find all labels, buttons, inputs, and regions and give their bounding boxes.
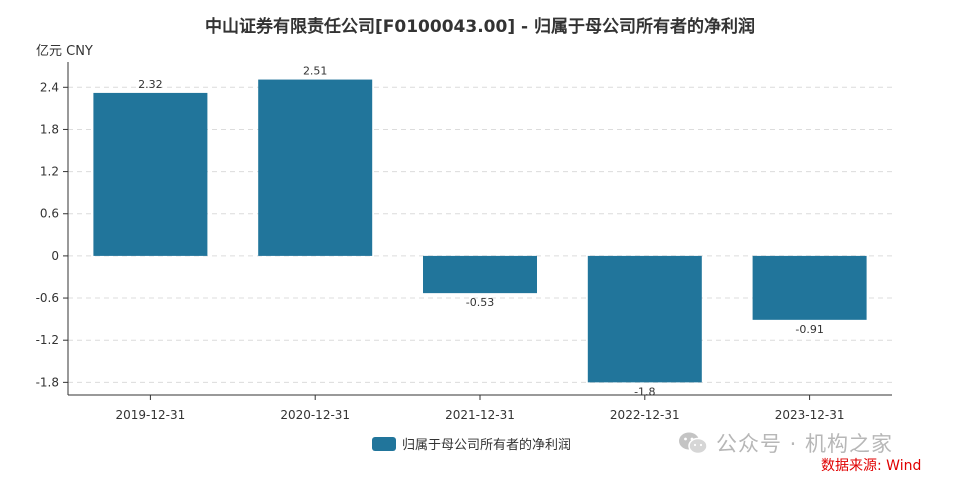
data-label: -0.91 [795, 323, 823, 336]
x-tick-label: 2020-12-31 [280, 408, 350, 422]
axes: 2.4 1.8 1.2 0.6 0 -0.6 -1.2 -1.8 2019-12-31 2020-… [36, 62, 892, 422]
legend-label: 归属于母公司所有者的净利润 [402, 438, 572, 453]
chart-title: 中山证券有限责任公司[F0100043.00] - 归属于母公司所有者的净利润 [205, 17, 755, 37]
x-tick-label: 2021-12-31 [445, 408, 515, 422]
legend[interactable]: 归属于母公司所有者的净利润 [372, 434, 571, 453]
data-label: 2.32 [138, 78, 163, 91]
watermark-text: 公众号 · 机构之家 [716, 432, 894, 456]
y-tick-label: -1.2 [36, 333, 59, 347]
y-tick-label: 1.2 [40, 165, 59, 179]
y-tick-label: 0.6 [40, 207, 59, 221]
bars [93, 79, 867, 383]
bar [258, 79, 373, 256]
data-source: 数据来源: Wind [821, 458, 922, 474]
bar [752, 255, 867, 320]
y-tick-label: -0.6 [36, 291, 59, 305]
x-tick-label: 2023-12-31 [775, 408, 845, 422]
y-tick-label: 1.8 [40, 122, 59, 136]
y-tick-label: 0 [51, 249, 59, 263]
data-label: -1.8 [634, 385, 655, 398]
watermark: 公众号 · 机构之家 [678, 428, 893, 458]
y-tick-label: 2.4 [40, 80, 59, 94]
x-tick-label: 2022-12-31 [610, 408, 680, 422]
legend-swatch [372, 436, 396, 451]
data-label: 2.51 [303, 65, 328, 78]
wechat-icon [679, 432, 708, 455]
bar [423, 255, 537, 294]
bar [587, 255, 702, 383]
x-tick-label: 2019-12-31 [116, 408, 186, 422]
y-axis-unit: 亿元 CNY [36, 44, 93, 59]
bar [93, 92, 208, 256]
labels: 2.32 2.51 -0.53 -1.8 -0.91 [138, 65, 824, 399]
y-tick-label: -1.8 [36, 375, 59, 389]
data-label: -0.53 [466, 296, 494, 309]
